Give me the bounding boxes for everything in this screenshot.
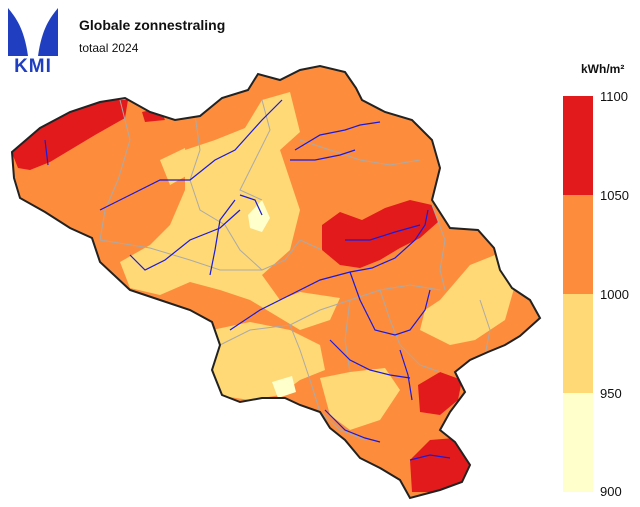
- legend-tick-900: 900: [600, 484, 622, 499]
- zone-950-1000-east: [420, 255, 515, 345]
- kmi-logo: KMI: [6, 6, 60, 77]
- zone-1050-1100-gaume: [410, 438, 470, 492]
- province-borders: [99, 99, 491, 441]
- radiation-zones: [12, 66, 540, 498]
- legend-tick-1050: 1050: [600, 188, 629, 203]
- legend-class-1000-1050: [563, 195, 593, 294]
- zone-950-1000-north: [160, 148, 188, 185]
- zone-1050-1100-luxembourg: [418, 372, 462, 415]
- legend-tick-1100: 1100: [600, 89, 628, 104]
- zone-1050-1100-coast: [12, 100, 128, 170]
- legend-tick-950: 950: [600, 386, 622, 401]
- zone-950-1000-semois: [320, 368, 400, 430]
- legend-class-1050-1100: [563, 96, 593, 195]
- zone-900-950-center: [248, 200, 270, 232]
- legend-tick-1000: 1000: [600, 287, 629, 302]
- zone-900-950-south: [272, 376, 296, 398]
- legend-class-900-950: [563, 393, 593, 492]
- legend-unit: kWh/m²: [581, 62, 625, 76]
- rivers: [44, 99, 451, 461]
- legend-class-950-1000: [563, 294, 593, 393]
- logo-text: KMI: [14, 56, 52, 77]
- zone-1050-1100-liege: [322, 200, 438, 268]
- kmi-logo-mark: [8, 8, 58, 56]
- zone-950-1000-center: [120, 92, 340, 330]
- map-title: Globale zonnestraling: [79, 17, 226, 33]
- map-subtitle: totaal 2024: [79, 41, 139, 55]
